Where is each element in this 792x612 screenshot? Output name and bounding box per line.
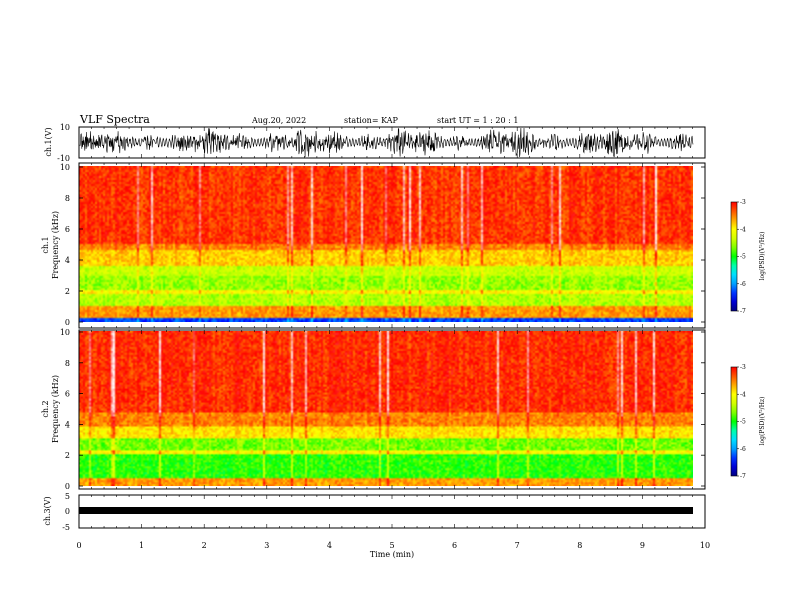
time-tick-label: 2: [202, 541, 207, 550]
station-label: station= KAP: [344, 116, 399, 125]
ch1-ytick-bottom: -10: [57, 154, 70, 163]
time-axis-labels: 0 1 2 3 4 5 6 7 8 9 10: [76, 541, 710, 550]
ch2-colorbar-tick-label: -6: [740, 446, 746, 453]
ch3-ytick-bottom: -5: [62, 523, 70, 532]
ch2-spec-ytick-label: 2: [65, 451, 70, 460]
time-tick-label: 5: [389, 541, 394, 550]
ch1-spec-ytick-label: 8: [65, 194, 70, 203]
ch1-spec-ytick-label: 6: [65, 225, 70, 234]
ch2-colorbar-tick-label: -5: [740, 419, 746, 426]
ch2-colorbar: -3 -4 -5 -6 -7 log(PSD)(V²/Hz): [730, 364, 766, 480]
ch2-spec-ytick-label: 6: [65, 390, 70, 399]
time-axis-ticks: [78, 127, 706, 528]
ch2-colorbar-tick-label: -3: [740, 364, 746, 371]
time-tick-label: 7: [515, 541, 520, 550]
ch1-colorbar-tick-label: -3: [740, 199, 746, 206]
ch2-colorbar-tick-label: -7: [740, 473, 746, 480]
ch2-spec-ylabel-frequency: Frequency (kHz): [51, 375, 60, 443]
ch1-spec-ytick-label: 10: [60, 163, 70, 172]
ch1-spectrogram-panel: 0 2 4 6 8 10 ch.1 Frequency (kHz): [41, 162, 706, 329]
time-tick-label: 6: [452, 541, 457, 550]
time-tick-label: 0: [76, 541, 81, 550]
time-tick-label: 3: [264, 541, 269, 550]
ch2-colorbar-gradient: [730, 366, 738, 477]
time-tick-label: 4: [327, 541, 332, 550]
ch1-waveform-trace: [79, 127, 694, 158]
time-tick-label: 8: [577, 541, 582, 550]
ch1-colorbar-label: log(PSD)(V²/Hz): [759, 232, 766, 281]
ch2-spectrogram-panel: 0 2 4 6 8 10 ch.2 Frequency (kHz): [41, 328, 706, 491]
ch1-spec-ytick-label: 0: [65, 318, 70, 327]
ch3-waveform-panel: 5 0 -5 ch.3(V): [43, 492, 706, 532]
ch1-spec-ylabel-frequency: Frequency (kHz): [51, 211, 60, 279]
ch1-spec-ylabel-channel: ch.1: [41, 236, 50, 253]
ch2-spec-ytick-label: 8: [65, 359, 70, 368]
time-tick-label: 1: [139, 541, 144, 550]
ch2-spec-ytick-label: 4: [65, 420, 70, 429]
ch1-spectrogram-image: [79, 166, 693, 322]
ch2-colorbar-tick-label: -4: [740, 391, 746, 398]
ch2-spec-ytick-label: 10: [60, 328, 70, 337]
ch1-colorbar-tick-label: -5: [740, 254, 746, 261]
time-axis-title: Time (min): [370, 550, 414, 559]
ch1-colorbar-tick-label: -7: [740, 308, 746, 315]
ch2-spec-ytick-label: 0: [65, 482, 70, 491]
time-tick-label: 10: [700, 541, 710, 550]
time-tick-label: 9: [640, 541, 645, 550]
ch1-colorbar-gradient: [730, 201, 738, 312]
figure-title: VLF Spectra: [79, 113, 150, 126]
ch2-colorbar-label: log(PSD)(V²/Hz): [759, 397, 766, 446]
ch3-ylabel: ch.3(V): [43, 496, 52, 525]
ch2-spec-ylabel-channel: ch.2: [41, 400, 50, 417]
start-time-label: start UT = 1 : 20 : 1: [437, 116, 518, 125]
ch1-spec-ytick-label: 4: [65, 256, 70, 265]
ch3-ytick-mid: 0: [65, 507, 70, 516]
ch3-waveform-trace: [79, 507, 693, 514]
ch1-ytick-top: 10: [60, 123, 70, 132]
ch3-ytick-top: 5: [65, 492, 70, 501]
ch1-spec-ytick-label: 2: [65, 287, 70, 296]
ch1-colorbar-tick-label: -4: [740, 226, 746, 233]
ch1-ylabel: ch.1(V): [44, 127, 53, 156]
ch1-colorbar-tick-label: -6: [740, 281, 746, 288]
ch1-waveform-panel: 10 -10 ch.1(V): [44, 123, 706, 163]
ch2-spectrogram-image: [79, 331, 693, 486]
ch1-colorbar: -3 -4 -5 -6 -7 log(PSD)(V²/Hz): [730, 199, 766, 315]
date-label: Aug.20, 2022: [251, 116, 306, 125]
ch1-trace-path: [79, 127, 694, 158]
